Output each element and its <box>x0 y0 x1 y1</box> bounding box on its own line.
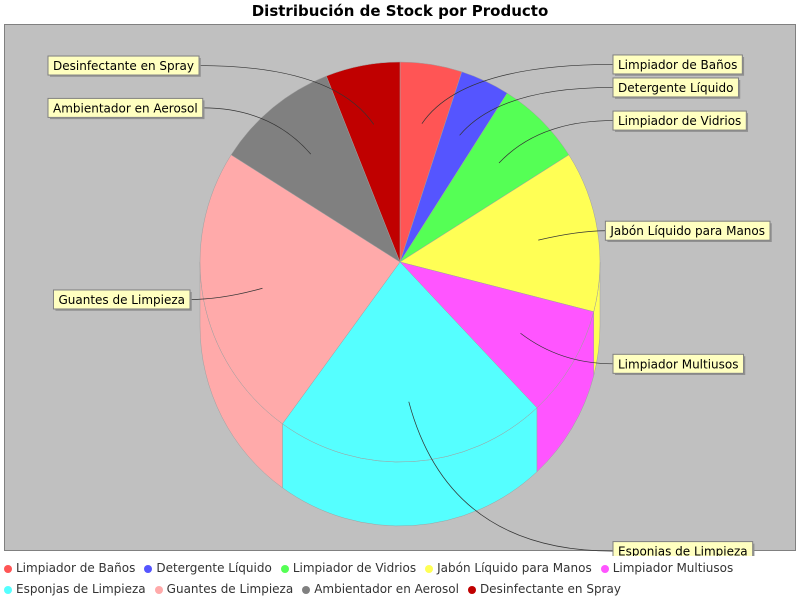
pie-depth <box>199 261 601 527</box>
label-shadow-limpiador-de-vidrios <box>615 113 749 132</box>
legend-swatch <box>4 585 12 594</box>
label-leader-limpiador-multiusos <box>520 332 614 365</box>
legend-swatch <box>4 564 12 573</box>
slice-label-esponjas-de-limpieza: Esponjas de Limpieza <box>618 545 748 556</box>
slice-label-guantes-de-limpieza: Guantes de Limpieza <box>58 293 185 307</box>
legend-item-jabon-liquido-para-manos: Jabón Líquido para Manos <box>425 558 592 579</box>
label-leader-limpiador-de-banos <box>421 64 614 124</box>
legend-item-limpiador-multiusos: Limpiador Multiusos <box>600 558 734 579</box>
label-shadow-limpiador-multiusos <box>615 356 746 376</box>
pie-labels: Limpiador de Baños Detergente Líquido Limp… <box>47 54 772 556</box>
legend-label: Detergente Líquido <box>156 561 272 575</box>
legend-swatch <box>144 564 153 573</box>
legend-label: Desinfectante en Spray <box>479 582 621 596</box>
label-leader-jabon-liquido-para-manos <box>538 230 606 241</box>
label-leader-limpiador-de-vidrios <box>498 120 614 164</box>
slice-label-limpiador-de-vidrios: Limpiador de Vidrios <box>618 114 741 128</box>
legend-item-ambientador-en-aerosol: Ambientador en Aerosol <box>302 579 459 600</box>
legend-label: Guantes de Limpieza <box>166 582 294 596</box>
legend-swatch <box>467 585 476 594</box>
slice-label-desinfectante-en-spray: Desinfectante en Spray <box>53 59 194 73</box>
label-box-limpiador-de-vidrios <box>612 110 747 131</box>
slice-label-detergente-liquido: Detergente Líquido <box>618 81 733 95</box>
legend-label: Limpiador de Vidrios <box>292 561 417 575</box>
label-box-desinfectante-en-spray <box>47 55 200 76</box>
legend-item-desinfectante-en-spray: Desinfectante en Spray <box>467 579 621 600</box>
legend-label: Limpiador de Baños <box>16 561 136 575</box>
slice-label-ambientador-en-aerosol: Ambientador en Aerosol <box>53 101 198 115</box>
label-shadow-ambientador-en-aerosol <box>50 100 205 120</box>
pie-chart: Limpiador de Baños Detergente Líquido Limp… <box>4 24 796 556</box>
legend-label: Jabón Líquido para Manos <box>437 561 592 575</box>
legend-item-limpiador-de-banos: Limpiador de Baños <box>4 558 135 579</box>
legend-item-limpiador-de-vidrios: Limpiador de Vidrios <box>280 558 417 579</box>
slice-label-jabon-liquido-para-manos: Jabón Líquido para Manos <box>609 224 765 238</box>
legend-swatch <box>425 564 434 573</box>
legend-item-esponjas-de-limpieza: Esponjas de Limpieza <box>4 579 146 600</box>
slice-label-limpiador-de-banos: Limpiador de Baños <box>618 58 737 72</box>
legend-label: Esponjas de Limpieza <box>16 582 146 596</box>
legend-label: Limpiador Multiusos <box>612 561 734 575</box>
label-box-ambientador-en-aerosol <box>47 97 204 118</box>
label-shadow-limpiador-de-banos <box>615 56 745 76</box>
label-leader-guantes-de-limpieza <box>189 287 263 300</box>
legend-item-detergente-liquido: Detergente Líquido <box>144 558 272 579</box>
pie-slice-guantes-de-limpieza[interactable] <box>199 154 401 425</box>
legend-swatch <box>600 564 609 573</box>
label-shadow-detergente-liquido <box>615 79 741 99</box>
label-box-limpiador-multiusos <box>612 353 745 374</box>
pie-top <box>199 61 601 463</box>
label-box-limpiador-de-banos <box>612 54 743 75</box>
label-shadow-guantes-de-limpieza <box>55 291 192 311</box>
pie-slice-ambientador-en-aerosol[interactable] <box>230 75 401 263</box>
slice-label-limpiador-multiusos: Limpiador Multiusos <box>618 357 739 371</box>
legend-swatch <box>302 585 311 594</box>
label-box-detergente-liquido <box>612 77 739 98</box>
label-box-esponjas-de-limpieza <box>612 541 754 556</box>
legend: Limpiador de Baños Detergente Líquido Limp… <box>4 558 796 600</box>
legend-item-guantes-de-limpieza: Guantes de Limpieza <box>154 579 294 600</box>
pie-slice-limpiador-multiusos[interactable] <box>399 261 595 409</box>
label-box-guantes-de-limpieza <box>52 289 191 310</box>
label-shadow-esponjas-de-limpieza <box>752 543 755 556</box>
legend-label: Ambientador en Aerosol <box>314 582 459 596</box>
legend-swatch <box>154 585 163 594</box>
chart-title: Distribución de Stock por Producto <box>251 2 549 20</box>
label-leader-esponjas-de-limpieza <box>408 401 614 552</box>
pie-slice-esponjas-de-limpieza[interactable] <box>282 261 538 463</box>
pie-slice-desinfectante-en-spray[interactable] <box>326 61 401 263</box>
label-leader-desinfectante-en-spray <box>199 65 375 125</box>
label-shadow-desinfectante-en-spray <box>50 58 201 77</box>
label-leader-ambientador-en-aerosol <box>202 107 312 155</box>
legend-swatch <box>280 564 289 573</box>
label-leader-detergente-liquido <box>459 87 614 136</box>
label-box-jabon-liquido-para-manos <box>604 220 771 241</box>
label-shadow-jabon-liquido-para-manos <box>607 223 772 242</box>
